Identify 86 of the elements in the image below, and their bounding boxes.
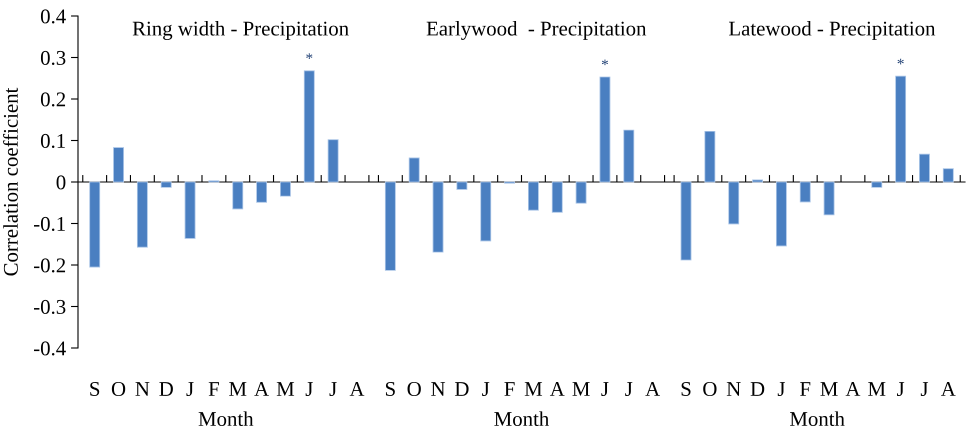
- bar: [942, 168, 954, 182]
- x-tick-label: A: [940, 382, 956, 396]
- bar: [800, 182, 811, 202]
- x-tick-label: J: [920, 382, 928, 396]
- x-tick-label: D: [159, 382, 173, 396]
- x-tick-label: J: [625, 382, 632, 396]
- bar: [528, 182, 539, 211]
- bar: [384, 182, 396, 271]
- bar: [824, 182, 835, 216]
- chart-title: Ring width - Precipitation: [132, 20, 349, 40]
- data-label: *: [602, 60, 608, 66]
- bar: [136, 182, 148, 248]
- chart-title: Earlywood - Precipitation: [426, 20, 646, 40]
- x-tick-label: J: [186, 382, 194, 396]
- bar: [113, 147, 124, 182]
- y-tick-label: -0.1: [34, 216, 65, 232]
- bar: [184, 182, 196, 239]
- bar: [576, 182, 587, 204]
- x-tick-label: M: [524, 382, 542, 396]
- x-tick-label: O: [408, 382, 421, 396]
- x-axis-title: Month: [198, 411, 254, 426]
- x-tick-label: A: [350, 382, 364, 396]
- bar: [552, 182, 563, 213]
- y-tick-label: 0.1: [40, 134, 65, 148]
- x-axis-title: Month: [494, 411, 550, 426]
- bar: [280, 182, 291, 197]
- bar: [432, 182, 444, 253]
- bar: [919, 154, 930, 182]
- bar: [256, 182, 268, 203]
- x-tick-label: J: [778, 382, 786, 396]
- bar: [680, 182, 692, 260]
- x-tick-label: N: [135, 382, 150, 396]
- bar: [752, 180, 763, 182]
- bar: [704, 130, 716, 182]
- x-tick-label: S: [90, 382, 100, 396]
- bar: [776, 182, 787, 246]
- y-tick-label: -0.4: [34, 341, 66, 356]
- y-axis-title: Correlation coefficient: [3, 88, 18, 276]
- bar: [871, 182, 882, 188]
- bar: [328, 139, 339, 182]
- x-tick-label: A: [846, 382, 860, 396]
- bar: [456, 182, 468, 190]
- x-tick-label: M: [229, 382, 246, 396]
- y-tick-label: 0: [56, 175, 66, 190]
- x-tick-label: S: [386, 382, 395, 396]
- x-tick-label: M: [276, 382, 294, 396]
- x-tick-label: J: [306, 382, 313, 396]
- y-tick-label: -0.3: [34, 300, 66, 314]
- x-tick-label: F: [208, 382, 219, 396]
- x-tick-label: J: [601, 382, 609, 396]
- data-label: *: [898, 58, 904, 64]
- data-label: *: [306, 53, 312, 59]
- x-tick-label: J: [482, 382, 490, 396]
- x-tick-label: F: [504, 382, 515, 396]
- x-tick-label: D: [750, 382, 764, 396]
- bar: [480, 182, 492, 242]
- x-tick-label: M: [868, 382, 886, 396]
- bar: [600, 76, 610, 182]
- x-tick-label: M: [820, 382, 838, 396]
- x-tick-label: O: [112, 382, 126, 396]
- x-tick-label: J: [897, 382, 904, 396]
- bar: [232, 182, 244, 210]
- bar: [895, 76, 906, 182]
- y-tick-label: 0.2: [40, 92, 66, 107]
- x-axis-title: Month: [790, 411, 845, 426]
- x-tick-label: A: [254, 382, 269, 396]
- x-tick-label: N: [726, 382, 741, 396]
- x-tick-label: A: [645, 382, 660, 396]
- bar: [408, 158, 420, 182]
- x-tick-label: N: [431, 382, 446, 396]
- bar: [89, 182, 100, 268]
- x-tick-label: M: [572, 382, 590, 396]
- bar: [160, 182, 172, 188]
- x-tick-label: D: [454, 382, 469, 396]
- x-tick-label: F: [800, 382, 810, 396]
- x-tick-label: A: [550, 382, 565, 396]
- x-tick-label: O: [703, 382, 717, 396]
- y-tick-label: 0.3: [40, 50, 66, 66]
- y-tick-label: 0.4: [40, 9, 66, 24]
- x-tick-label: J: [330, 382, 337, 396]
- y-tick-label: -0.2: [34, 258, 66, 273]
- x-tick-label: S: [682, 382, 691, 396]
- bar: [728, 182, 740, 224]
- chart-title: Latewood - Precipitation: [728, 20, 936, 40]
- bar: [304, 70, 315, 182]
- bar: [623, 130, 634, 182]
